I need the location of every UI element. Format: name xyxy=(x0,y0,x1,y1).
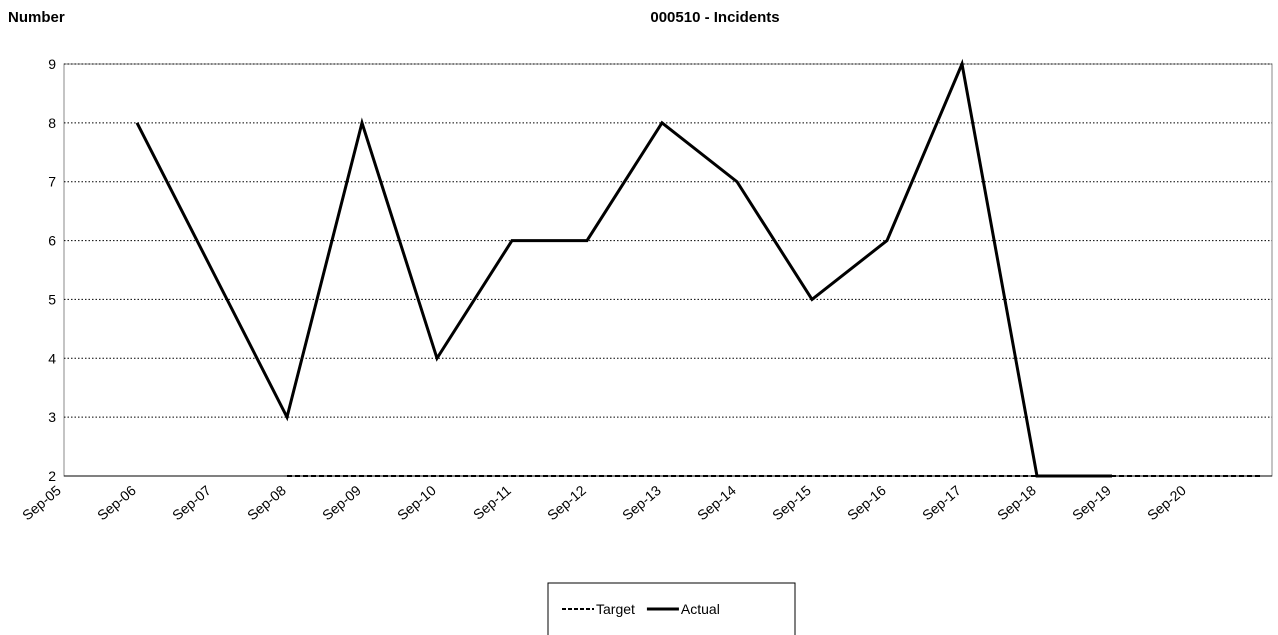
y-tick-label: 7 xyxy=(48,174,56,190)
x-tick-label: Sep-17 xyxy=(919,482,964,523)
x-tick-label: Sep-19 xyxy=(1069,482,1114,523)
series-line xyxy=(135,58,1112,478)
x-tick-label: Sep-08 xyxy=(244,482,289,523)
y-tick-label: 9 xyxy=(48,56,56,72)
y-tick-label: 4 xyxy=(48,350,56,366)
y-axis-label: Number xyxy=(8,9,65,26)
x-tick-label: Sep-15 xyxy=(769,482,814,523)
x-tick-label: Sep-06 xyxy=(94,482,139,523)
x-tick-label: Sep-18 xyxy=(994,482,1039,523)
x-tick-label: Sep-20 xyxy=(1144,482,1189,523)
legend-label: Target xyxy=(596,601,635,617)
x-tick-label: Sep-10 xyxy=(394,482,439,523)
x-tick-label: Sep-11 xyxy=(470,482,514,523)
legend: Target Actual xyxy=(547,582,796,635)
chart-title: 000510 - Incidents xyxy=(650,9,779,26)
x-tick-label: Sep-14 xyxy=(694,482,739,523)
x-tick-label: Sep-07 xyxy=(169,482,214,523)
x-tick-label: Sep-09 xyxy=(319,482,364,523)
y-tick-label: 6 xyxy=(48,233,56,249)
y-tick-label: 5 xyxy=(48,291,56,307)
x-tick-label: Sep-12 xyxy=(544,482,589,523)
legend-label: Actual xyxy=(681,601,720,617)
x-tick-label: Sep-13 xyxy=(619,482,664,523)
x-tick-label: Sep-16 xyxy=(844,482,889,523)
y-tick-label: 3 xyxy=(48,409,56,425)
y-tick-label: 2 xyxy=(48,468,56,484)
y-tick-label: 8 xyxy=(48,115,56,131)
x-tick-label: Sep-05 xyxy=(19,482,64,523)
